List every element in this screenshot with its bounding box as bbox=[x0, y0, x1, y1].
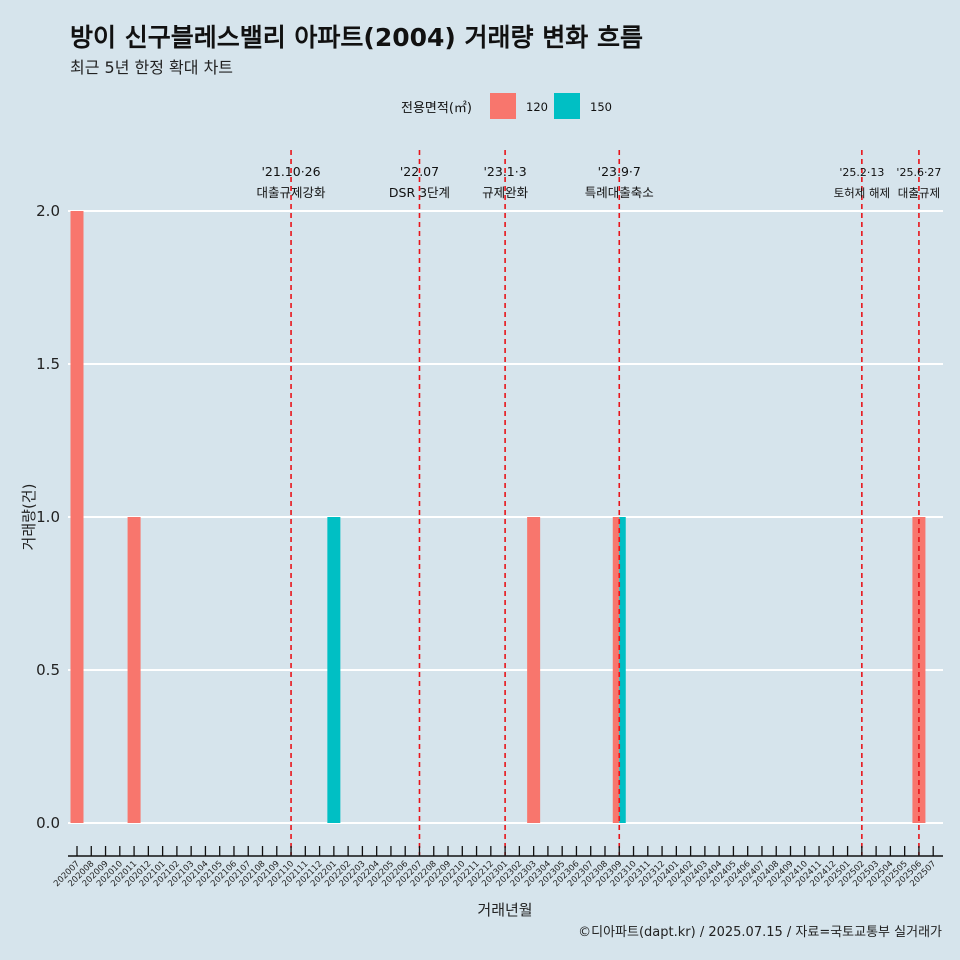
caption: ©디아파트(dapt.kr) / 2025.07.15 / 자료=국토교통부 실… bbox=[578, 925, 942, 940]
event-date: '22.07 bbox=[400, 164, 439, 179]
bar-120-202303 bbox=[527, 517, 541, 823]
chart-title: 방이 신구블레스밸리 아파트(2004) 거래량 변화 흐름 bbox=[70, 23, 643, 52]
legend-swatch-120 bbox=[490, 93, 516, 119]
y-axis-title: 거래량(건) bbox=[20, 484, 38, 551]
event-label: DSR 3단계 bbox=[389, 185, 450, 200]
event-date: '25.2·13 bbox=[839, 166, 884, 179]
y-tick-label: 1.5 bbox=[36, 355, 60, 373]
event-label: 규제완화 bbox=[482, 185, 529, 200]
bar-120-202309 bbox=[612, 517, 620, 823]
event-label: 특례대출축소 bbox=[585, 185, 654, 200]
y-tick-label: 0.5 bbox=[36, 661, 60, 679]
x-axis-title: 거래년월 bbox=[477, 901, 532, 919]
bar-120-202011 bbox=[127, 517, 141, 823]
y-tick-label: 2.0 bbox=[36, 202, 60, 220]
event-label: 대출규제 bbox=[898, 186, 940, 200]
event-label: 대출규제강화 bbox=[257, 185, 327, 200]
bar-150-202201 bbox=[327, 517, 341, 823]
legend-title: 전용면적(㎡) bbox=[401, 101, 472, 116]
legend-label-150: 150 bbox=[590, 100, 612, 114]
y-tick-label: 1.0 bbox=[36, 508, 60, 526]
bar-120-202007 bbox=[70, 211, 84, 823]
event-label: 토허제 해제 bbox=[834, 186, 891, 200]
event-date: '23.9·7 bbox=[598, 164, 641, 179]
event-date: '21.10·26 bbox=[261, 164, 320, 179]
legend-swatch-150 bbox=[554, 93, 580, 119]
bar-120-202506 bbox=[912, 517, 926, 823]
chart-subtitle: 최근 5년 한정 확대 차트 bbox=[70, 58, 234, 77]
event-date: '25.6·27 bbox=[896, 166, 941, 179]
bar-150-202309 bbox=[619, 517, 626, 823]
legend-label-120: 120 bbox=[526, 100, 548, 114]
event-date: '23.1·3 bbox=[483, 164, 526, 179]
y-tick-label: 0.0 bbox=[36, 814, 60, 832]
